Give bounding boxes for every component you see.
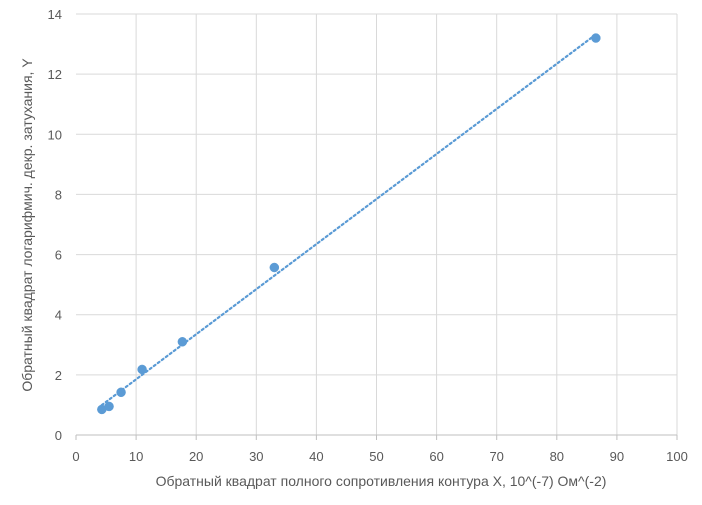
tick-labels: 0 10 20 30 40 50 60 70 80 90 100 0 2 4 6 8 10 12 14: [48, 7, 688, 464]
axes: [75, 434, 678, 440]
x-tick-label: 90: [610, 449, 624, 464]
data-points: [97, 33, 601, 415]
x-tick-label: 0: [72, 449, 79, 464]
x-tick-label: 10: [129, 449, 143, 464]
data-point: [177, 337, 188, 347]
x-tick-label: 30: [249, 449, 263, 464]
x-tick-label: 70: [489, 449, 503, 464]
y-tick-label: 4: [55, 308, 62, 323]
y-tick-label: 12: [48, 67, 62, 82]
trendline: [100, 33, 597, 407]
trendline-layer: [100, 33, 597, 407]
data-point: [269, 262, 280, 273]
x-tick-label: 50: [369, 449, 383, 464]
data-point: [591, 33, 601, 43]
y-tick-label: 10: [48, 127, 62, 142]
x-tick-label: 40: [309, 449, 323, 464]
y-tick-label: 8: [55, 187, 62, 202]
x-tick-label: 80: [550, 449, 564, 464]
y-tick-label: 2: [55, 368, 62, 383]
gridlines: [76, 13, 678, 435]
y-tick-label: 0: [55, 428, 62, 443]
y-tick-label: 6: [55, 248, 62, 263]
y-tick-label: 14: [48, 7, 62, 22]
x-tick-label: 60: [429, 449, 443, 464]
x-tick-label: 20: [189, 449, 203, 464]
y-axis-title: Обратный квадрат логарифмич. декр. затух…: [19, 58, 35, 392]
data-point: [104, 401, 114, 412]
x-axis-title: Обратный квадрат полного сопротивления к…: [156, 473, 607, 489]
data-point: [137, 364, 147, 375]
x-tick-label: 100: [666, 449, 688, 464]
data-point: [116, 387, 126, 398]
